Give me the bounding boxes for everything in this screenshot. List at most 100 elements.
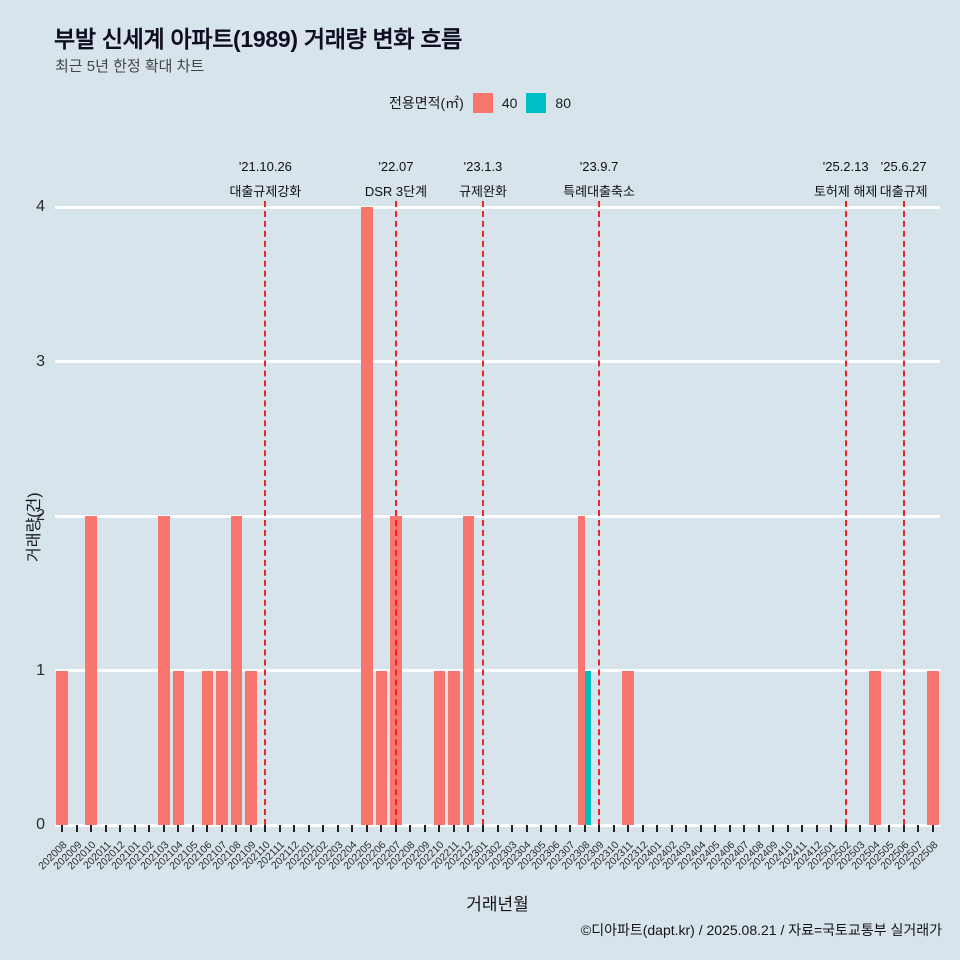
bar-40-202206 [375, 670, 388, 825]
x-tick [452, 825, 455, 832]
x-tick [336, 825, 339, 832]
bar-40-202107 [216, 670, 228, 825]
x-tick [307, 825, 310, 832]
x-tick [859, 825, 862, 832]
bar-40-202106 [201, 670, 214, 825]
annotation-label: 대출규제 [879, 184, 928, 199]
x-tick [394, 825, 397, 832]
x-tick [278, 825, 281, 832]
legend: 전용면적(㎡) 40 80 [0, 93, 960, 113]
annotation-label: 토허제 해제 [813, 184, 878, 199]
x-tick [264, 825, 267, 832]
x-tick [873, 825, 876, 832]
annotation-date: '22.07 [378, 159, 414, 174]
annotation-label: 특례대출축소 [563, 184, 635, 199]
x-tick [656, 825, 659, 832]
legend-label-80: 80 [555, 95, 571, 111]
gridline-y1 [55, 669, 940, 672]
x-tick [670, 825, 673, 832]
legend-swatch-40 [472, 93, 493, 113]
bar-40-202508 [926, 670, 939, 825]
bar-40-202104 [172, 670, 185, 825]
x-tick [220, 825, 223, 832]
x-tick [293, 825, 296, 832]
bar-40-202212 [462, 516, 475, 825]
x-tick [714, 825, 717, 832]
annotation-date: '23.1.3 [463, 159, 503, 174]
x-tick [627, 825, 630, 832]
x-tick [685, 825, 688, 832]
y-axis-title: 거래량(건) [26, 492, 43, 562]
x-tick [191, 825, 194, 832]
footer-credit: ©디아파트(dapt.kr) / 2025.08.21 / 자료=국토교통부 실… [580, 922, 942, 938]
annotation-line [481, 201, 484, 825]
gridline-y4 [55, 205, 940, 209]
x-tick [380, 825, 383, 832]
x-tick [917, 825, 920, 832]
page-title: 부발 신세계 아파트(1989) 거래량 변화 흐름 [54, 26, 463, 52]
gridline-y3 [55, 360, 940, 363]
x-tick [104, 825, 107, 832]
x-tick [931, 825, 934, 832]
x-tick [902, 825, 905, 832]
y-tick-label: 1 [36, 661, 45, 679]
x-tick [583, 825, 586, 832]
x-tick [61, 825, 64, 832]
x-tick [119, 825, 122, 832]
x-tick [743, 825, 746, 832]
annotation-line [394, 201, 397, 825]
x-tick [757, 825, 760, 832]
x-tick [133, 825, 136, 832]
annotation-line [264, 201, 267, 825]
x-tick [786, 825, 789, 832]
annotation-date: '23.9.7 [579, 159, 619, 174]
x-axis-title: 거래년월 [466, 895, 529, 914]
x-tick [351, 825, 354, 832]
x-tick [90, 825, 93, 832]
x-tick [815, 825, 818, 832]
x-tick [540, 825, 543, 832]
bar-40-202010 [85, 516, 98, 825]
x-tick [75, 825, 78, 832]
bar-40-202109 [245, 670, 257, 825]
annotation-line [902, 201, 905, 825]
bar-40-202008 [56, 670, 69, 825]
y-tick-label: 4 [36, 198, 45, 215]
bar-40-202103 [158, 516, 170, 825]
bar-80-202308 [584, 670, 592, 825]
x-tick [830, 825, 833, 832]
annotation-date: '21.10.26 [238, 159, 292, 174]
x-tick [641, 825, 644, 832]
x-tick [569, 825, 572, 832]
y-tick-label: 3 [36, 352, 45, 370]
legend-title: 전용면적(㎡) [388, 95, 464, 111]
annotation-line [844, 201, 847, 825]
x-tick [554, 825, 557, 832]
legend-swatch-80 [526, 93, 547, 113]
x-tick [511, 825, 513, 832]
x-tick [438, 825, 441, 832]
x-tick [525, 825, 528, 832]
x-tick [598, 825, 601, 832]
gridline-y2 [55, 514, 940, 518]
annotation-label: DSR 3단계 [364, 184, 428, 199]
x-tick [206, 825, 209, 832]
bar-40-202108 [230, 516, 243, 825]
bar-40-202205 [361, 207, 373, 825]
x-tick [235, 825, 238, 832]
x-tick [365, 825, 368, 832]
annotation-date: '25.2.13 [822, 159, 869, 174]
x-tick [612, 825, 615, 832]
x-tick [496, 825, 499, 832]
bar-40-202311 [622, 670, 634, 825]
bar-40-202210 [433, 670, 446, 825]
x-tick [322, 825, 325, 832]
bar-40-202504 [868, 670, 881, 825]
x-tick [249, 825, 252, 832]
x-tick [148, 825, 151, 832]
annotation-label: 규제완화 [459, 184, 507, 199]
x-tick [177, 825, 180, 832]
x-tick [481, 825, 484, 832]
y-tick-label: 2 [36, 507, 45, 524]
